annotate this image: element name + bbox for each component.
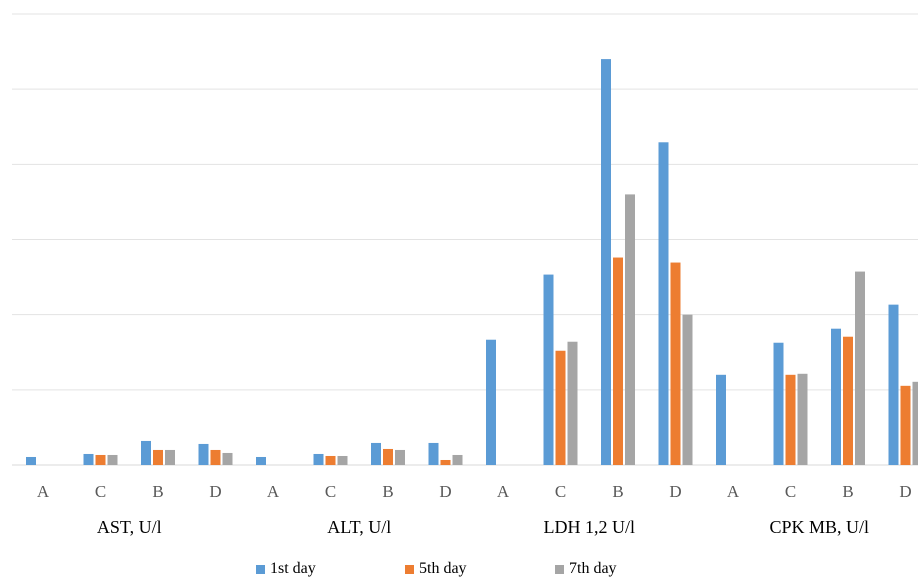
gridlines [12,13,918,466]
legend-label-5th-day: 5th day [419,560,467,577]
bar-1st-day-1 [83,453,94,465]
bars [26,59,918,466]
bar-5th-day-15 [900,385,911,465]
bar-1st-day-12 [716,374,726,465]
bar-5th-day-2 [153,449,163,465]
bar-7th-day-6 [395,449,405,465]
group-label: LDH 1,2 U/l [544,517,636,537]
bar-5th-day-10 [613,257,623,465]
x-tick-label: D [669,482,681,501]
legend: 1st day 5th day 7th day [0,560,918,582]
x-tick-label: A [267,482,280,501]
x-tick-label: C [555,482,566,501]
bar-5th-day-13 [785,374,796,465]
legend-swatch-7th-day [555,564,564,574]
bar-7th-day-10 [625,194,635,465]
bar-5th-day-7 [440,459,451,465]
group-label: ALT, U/l [327,517,391,537]
legend-label-7th-day: 7th day [569,560,617,577]
x-tick-label: D [209,482,221,501]
x-tick-label: A [37,482,50,501]
group-label: CPK MB, U/l [769,517,869,537]
legend-item-7th-day: 7th day [555,560,617,578]
bar-7th-day-15 [912,381,918,465]
bar-7th-day-5 [337,455,348,465]
x-tick-label: B [842,482,853,501]
bar-7th-day-3 [222,452,233,465]
bar-7th-day-1 [107,454,118,465]
bar-5th-day-3 [210,449,221,465]
bar-7th-day-13 [797,373,808,465]
bar-5th-day-6 [383,448,393,465]
bar-5th-day-9 [555,350,566,465]
x-tick-label: D [439,482,451,501]
legend-swatch-5th-day [405,564,414,574]
legend-item-5th-day: 5th day [405,560,467,578]
bar-1st-day-3 [198,443,209,465]
bar-7th-day-2 [165,449,175,465]
bar-1st-day-0 [26,456,36,465]
bar-1st-day-13 [773,342,784,465]
group-label: AST, U/l [97,517,162,537]
bar-7th-day-11 [682,314,693,465]
x-tick-label: C [325,482,336,501]
bar-7th-day-7 [452,454,463,465]
bar-1st-day-10 [601,59,611,465]
bar-1st-day-6 [371,442,381,465]
legend-item-1st-day: 1st day [256,560,316,578]
bar-1st-day-5 [313,453,324,465]
bar-7th-day-9 [567,341,578,465]
x-tick-label: B [152,482,163,501]
bar-1st-day-15 [888,304,899,465]
bar-1st-day-2 [141,440,151,465]
bar-1st-day-7 [428,442,439,465]
bar-5th-day-11 [670,262,681,465]
bar-1st-day-4 [256,456,266,465]
bar-1st-day-8 [486,339,496,465]
bar-7th-day-14 [855,271,865,465]
bar-1st-day-9 [543,274,554,465]
bar-5th-day-1 [95,454,106,465]
legend-swatch-1st-day [256,564,265,574]
x-tick-label: D [899,482,911,501]
group-labels: AST, U/l ALT, U/l LDH 1,2 U/l CPK MB, U/l [97,517,869,537]
x-tick-label: C [95,482,106,501]
chart-canvas: A C B D A C B D A C B D A C B D AST, U/l ALT, U/l LDH 1,2… [12,13,918,537]
bar-1st-day-14 [831,328,841,465]
x-tick-label: B [612,482,623,501]
x-tick-label: B [382,482,393,501]
bar-5th-day-14 [843,336,853,465]
bar-1st-day-11 [658,142,669,466]
legend-label-1st-day: 1st day [270,560,316,577]
bar-5th-day-5 [325,455,336,465]
x-tick-label: C [785,482,796,501]
x-tick-label: A [727,482,740,501]
x-tick-label: A [497,482,510,501]
